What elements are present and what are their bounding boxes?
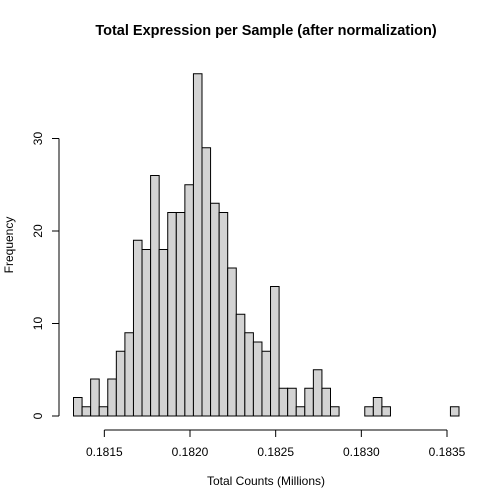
histogram-bar [295,406,306,417]
x-tick-label: 0.1815 [86,445,123,459]
y-axis: 0 10 20 30 [31,132,60,419]
y-tick-label: 10 [31,317,45,331]
histogram-bar [364,406,374,417]
histogram-bar [227,267,237,417]
histogram-bar [235,313,246,417]
histogram-bar [321,387,331,417]
histogram-bar [312,369,323,417]
histogram-bar [124,332,134,417]
histogram-bar [158,249,169,417]
histogram-bar [252,341,263,417]
histogram-bar [304,387,314,417]
histogram-bar [372,397,383,417]
histogram-bar [98,406,109,417]
y-axis-label: Frequency [2,217,16,274]
histogram-bar [73,397,83,417]
histogram-bar [330,406,340,417]
histogram-bar [175,212,186,417]
histogram-bar [141,249,152,417]
histogram-bar [278,387,289,417]
y-tick-label: 30 [31,132,45,146]
histogram-bar [81,406,92,417]
histogram-bar [270,286,280,417]
histogram-bar [218,212,229,417]
x-tick-label: 0.1825 [257,445,294,459]
histogram-bar [150,175,160,417]
x-axis-label: Total Counts (Millions) [207,474,325,488]
x-tick-label: 0.1830 [343,445,380,459]
histogram-bar [201,147,212,417]
histogram-bar [132,239,143,417]
y-tick-label: 20 [31,224,45,238]
histogram-bar [184,184,194,417]
histogram-bar [449,406,460,417]
x-tick-label: 0.1835 [429,445,466,459]
histogram-bar [167,212,177,417]
bars-group [73,73,460,417]
histogram-bar [210,202,220,417]
histogram-bar [261,350,272,417]
chart-title: Total Expression per Sample (after norma… [95,23,437,39]
histogram-bar [192,73,203,417]
x-tick-label: 0.1820 [172,445,209,459]
x-axis: 0.1815 0.1820 0.1825 0.1830 0.1835 [86,429,466,459]
histogram-bar [115,350,126,417]
y-tick-label: 0 [31,412,45,419]
histogram-bar [244,332,254,417]
histogram-bar [287,387,297,417]
histogram-bar [107,378,117,417]
histogram-bar [381,406,391,417]
histogram-bar [90,378,100,417]
